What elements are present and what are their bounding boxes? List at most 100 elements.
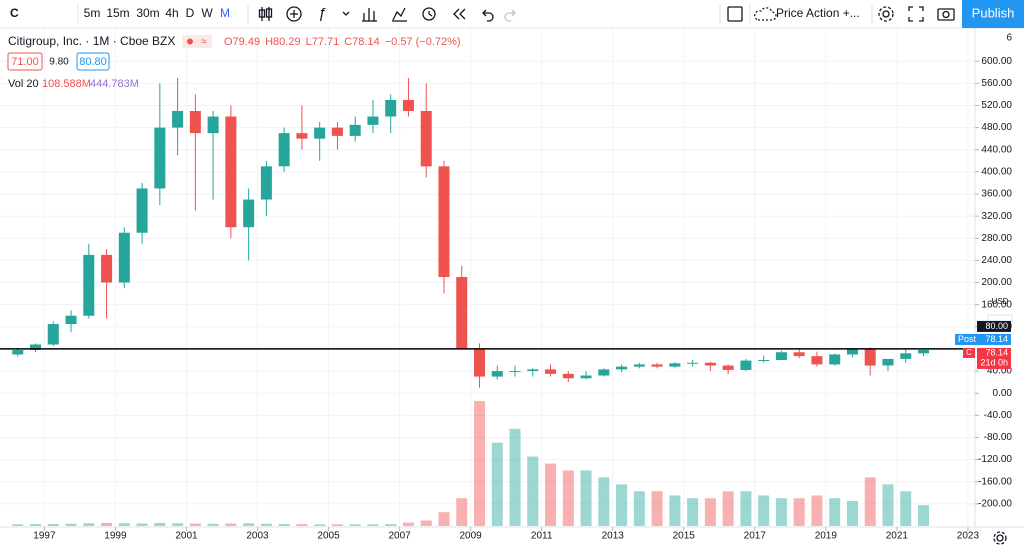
y-tick-label: 280.00 <box>981 233 1012 244</box>
volume-bar <box>864 477 876 526</box>
y-tick-label: 480.00 <box>981 122 1012 133</box>
volume-bar <box>47 523 59 526</box>
legend-ohlc-value: L77.71 <box>306 36 340 48</box>
symbol[interactable]: C <box>10 6 19 20</box>
candle-body <box>314 127 326 139</box>
publish-label[interactable]: Publish <box>972 5 1015 20</box>
last-name: C <box>966 348 972 357</box>
candle-body <box>633 364 645 367</box>
ask: 80.80 <box>79 56 107 68</box>
axis-settings-icon[interactable] <box>993 531 1007 545</box>
ask-box <box>76 52 110 71</box>
volume-ma: 444.783M <box>90 78 139 90</box>
interval-active[interactable]: M <box>220 6 230 20</box>
volume-bar <box>314 524 326 526</box>
last-badge <box>977 347 1011 369</box>
volume-bar <box>278 524 290 526</box>
volume-bar <box>225 523 237 526</box>
post-value: 78.14 <box>985 334 1008 344</box>
x-tick-label: 2023 <box>957 531 980 542</box>
interval[interactable]: W <box>201 6 213 20</box>
price-line-badge <box>977 320 1011 332</box>
settings-icon[interactable] <box>878 6 894 22</box>
volume-bar <box>793 498 805 526</box>
candle-body <box>758 360 770 361</box>
cloud-icon <box>754 7 777 21</box>
candle-body <box>509 371 521 373</box>
y-tick-label: 40.00 <box>987 366 1012 377</box>
volume-bar <box>101 522 113 526</box>
volume-bar <box>30 524 42 526</box>
x-tick-label: 2015 <box>673 531 696 542</box>
alert-icon[interactable] <box>422 7 436 21</box>
volume-bar <box>491 442 503 526</box>
candle-body <box>154 127 166 189</box>
y-tick-label: 600.00 <box>981 56 1012 67</box>
legend-icon: ≈ <box>201 37 207 48</box>
candle-body <box>83 254 95 316</box>
replay-icon[interactable] <box>453 8 466 20</box>
interval[interactable]: 4h <box>165 6 178 20</box>
indicators-add-icon[interactable] <box>286 6 302 22</box>
y-tick-label: 560.00 <box>981 78 1012 89</box>
volume-bar <box>296 524 308 526</box>
candle-body <box>562 373 574 379</box>
candle-body <box>651 364 663 367</box>
y-tick-label: 0.00 <box>993 388 1013 399</box>
volume-bar <box>207 523 219 526</box>
chart-type-icon[interactable] <box>258 7 273 21</box>
undo-icon[interactable] <box>482 9 494 22</box>
candle-body <box>687 362 699 364</box>
volume-bar <box>598 477 610 526</box>
volume-bar <box>189 523 201 526</box>
post-name: Post <box>958 334 977 344</box>
interval[interactable]: 15m <box>106 6 129 20</box>
volume-bar <box>811 495 823 526</box>
candle-body <box>367 116 379 125</box>
candle-body <box>527 369 539 372</box>
volume-bar <box>758 495 770 526</box>
post-badge <box>955 333 1011 345</box>
volume-bar <box>367 524 379 526</box>
candle-body <box>225 116 237 228</box>
template-name[interactable]: Price Action +... <box>776 6 860 20</box>
legend-flag[interactable] <box>182 35 212 48</box>
fx-icon[interactable]: ƒ <box>318 5 326 22</box>
snapshot-icon[interactable] <box>937 8 955 21</box>
x-tick-label: 2003 <box>246 531 269 542</box>
candle-body <box>278 133 290 167</box>
candle-body <box>829 354 841 365</box>
candle-body <box>136 188 148 233</box>
candle-body <box>811 356 823 365</box>
volume-bar <box>65 523 77 526</box>
y-tick-label: -200.00 <box>978 499 1012 510</box>
candle-body <box>385 99 397 117</box>
y-tick-label: 320.00 <box>981 211 1012 222</box>
legend-ohlc-value: −0.57 (−0.72%) <box>385 36 461 48</box>
fullscreen-icon[interactable] <box>908 6 924 22</box>
templates-icon[interactable] <box>392 7 407 22</box>
candle-body <box>616 366 628 370</box>
y-tick-label: 400.00 <box>981 167 1012 178</box>
dropdown-icon[interactable] <box>342 11 350 16</box>
compare-icon[interactable] <box>362 8 377 22</box>
x-tick-label: 2013 <box>602 531 625 542</box>
candle-body <box>846 348 858 355</box>
interval[interactable]: 5m <box>84 6 101 20</box>
volume-bar <box>687 498 699 526</box>
interval[interactable]: 30m <box>136 6 159 20</box>
x-tick-label: 2011 <box>531 531 553 542</box>
volume-bar <box>580 470 592 526</box>
candle-body <box>580 375 592 379</box>
layout-icon[interactable] <box>727 6 743 22</box>
y-tick-label: 200.00 <box>981 277 1012 288</box>
candle-body <box>438 166 450 277</box>
x-tick-label: 2005 <box>317 531 340 542</box>
candle-body <box>118 232 130 283</box>
interval[interactable]: D <box>186 6 195 20</box>
redo-icon[interactable] <box>504 9 516 22</box>
volume-bar <box>669 495 681 526</box>
candle-body <box>30 344 42 351</box>
publish-button[interactable] <box>962 0 1024 28</box>
